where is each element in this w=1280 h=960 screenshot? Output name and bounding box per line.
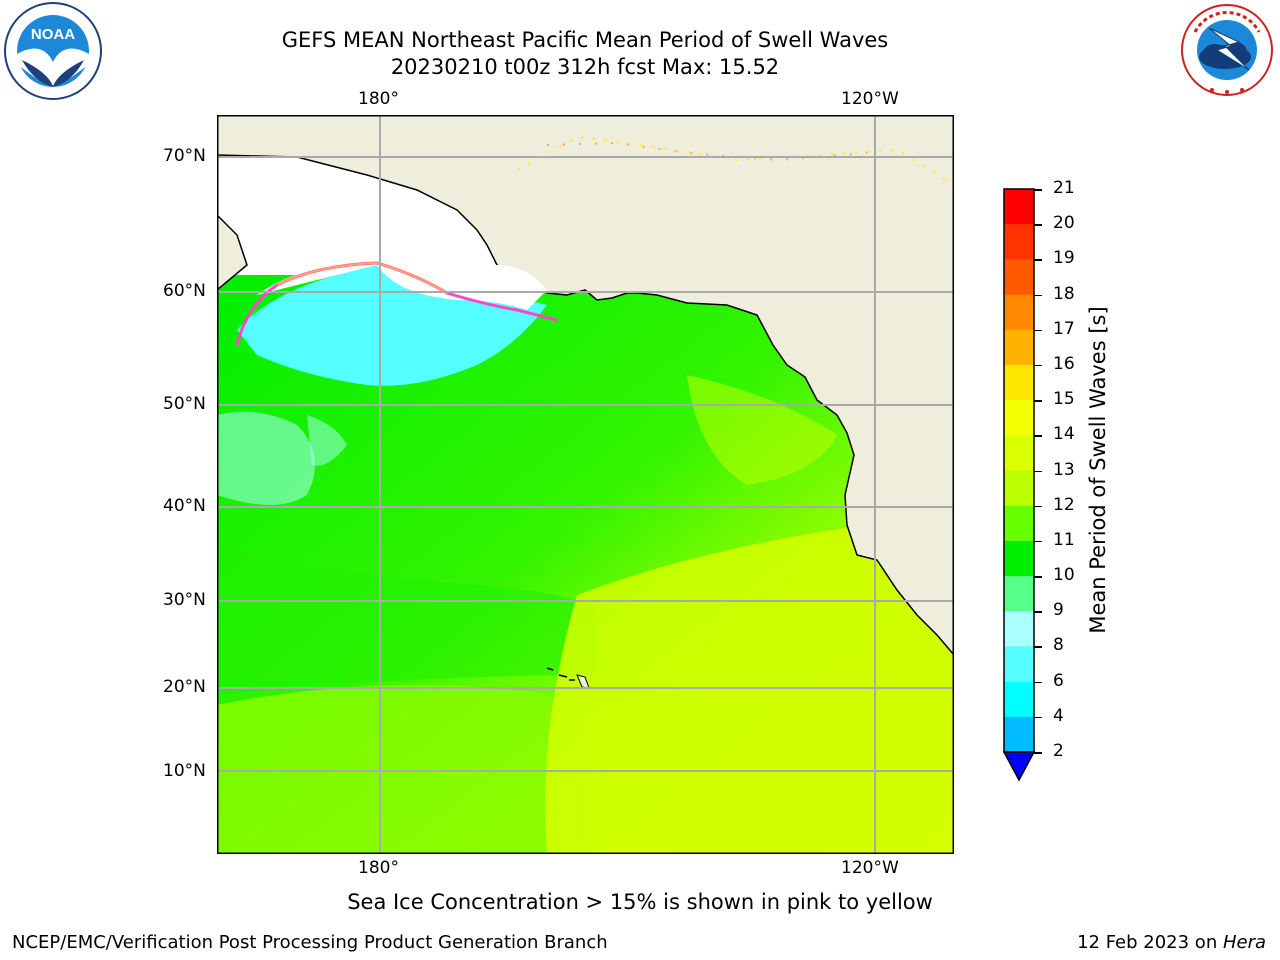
asia-landmass — [217, 213, 248, 291]
lat-label-10n: 10°N — [163, 761, 206, 781]
colorbar-tick-label: 17 — [1053, 318, 1075, 339]
colorbar-tick-mark — [1034, 259, 1042, 261]
noaa-logo-text: NOAA — [31, 26, 75, 43]
colorbar-tick-mark — [1034, 294, 1042, 297]
colorbar-tick-label: 13 — [1053, 459, 1075, 480]
colorbar-tick-label: 11 — [1053, 529, 1075, 550]
lat-label-30n: 30°N — [163, 590, 206, 610]
colorbar-segment — [1004, 611, 1034, 647]
lon-label-bottom-180: 180° — [358, 858, 399, 878]
colorbar-tick-label: 6 — [1053, 670, 1064, 691]
colorbar-tick-mark — [1034, 576, 1042, 578]
lat-label-40n: 40°N — [163, 496, 206, 516]
colorbar — [1002, 188, 1036, 782]
swell-period-map — [217, 115, 954, 854]
colorbar-segment — [1004, 364, 1034, 401]
colorbar-tick-mark — [1034, 716, 1042, 719]
colorbar-tick-label: 4 — [1053, 705, 1064, 726]
lat-label-20n: 20°N — [163, 677, 206, 697]
colorbar-label: Mean Period of Swell Waves [s] — [1086, 306, 1110, 634]
colorbar-segment — [1004, 576, 1034, 612]
colorbar-tick-label: 19 — [1053, 248, 1075, 269]
colorbar-segment — [1004, 329, 1034, 366]
colorbar-segment — [1004, 294, 1034, 331]
footer-host: Hera — [1222, 932, 1266, 953]
colorbar-tick-mark — [1034, 224, 1042, 226]
colorbar-tick-mark — [1034, 681, 1042, 684]
lon-label-top-120w: 120°W — [841, 89, 899, 109]
colorbar-tick-label: 9 — [1053, 600, 1064, 621]
colorbar-segment — [1004, 400, 1034, 436]
colorbar-tick-label: 14 — [1053, 424, 1075, 445]
colorbar-tick-mark — [1034, 189, 1042, 191]
lat-label-50n: 50°N — [163, 394, 206, 414]
colorbar-tick-mark — [1034, 505, 1042, 508]
colorbar-tick-mark — [1034, 364, 1042, 367]
footer-left: NCEP/EMC/Verification Post Processing Pr… — [12, 932, 608, 953]
lon-label-top-180: 180° — [358, 89, 399, 109]
colorbar-tick-label: 12 — [1053, 494, 1075, 515]
colorbar-tick-mark — [1034, 646, 1042, 648]
sea-ice-note: Sea Ice Concentration > 15% is shown in … — [347, 890, 933, 914]
lat-label-70n: 70°N — [163, 146, 206, 166]
colorbar-tick-label: 2 — [1053, 741, 1064, 761]
colorbar-tick-label: 15 — [1053, 389, 1075, 410]
lon-label-bottom-120w: 120°W — [841, 858, 899, 878]
colorbar-segment — [1004, 646, 1034, 683]
north-america-landmass — [217, 115, 954, 657]
colorbar-segment — [1004, 470, 1034, 507]
colorbar-tick-mark — [1034, 435, 1042, 437]
long-period-swell-region — [545, 515, 954, 854]
colorbar-tick-label: 18 — [1053, 283, 1075, 304]
colorbar-segment — [1004, 224, 1034, 260]
colorbar-tick-label: 21 — [1053, 178, 1075, 198]
colorbar-tick-mark — [1034, 611, 1042, 613]
colorbar-segment — [1004, 505, 1034, 542]
colorbar-tick-label: 8 — [1053, 635, 1064, 656]
colorbar-tick-mark — [1034, 470, 1042, 472]
map-title: GEFS MEAN Northeast Pacific Mean Period … — [281, 28, 889, 52]
colorbar-extend-arrow — [1002, 751, 1036, 782]
colorbar-tick-mark — [1034, 540, 1042, 543]
colorbar-tick-mark — [1034, 329, 1042, 332]
colorbar-segment — [1004, 716, 1034, 753]
lat-label-60n: 60°N — [163, 281, 206, 301]
colorbar-tick-label: 10 — [1053, 565, 1075, 586]
colorbar-segment — [1004, 540, 1034, 577]
colorbar-tick-label: 20 — [1053, 213, 1075, 234]
colorbar-tick-label: 16 — [1053, 353, 1075, 374]
national-weather-service-logo — [1181, 4, 1273, 96]
colorbar-tick-mark — [1034, 752, 1042, 754]
footer-right: 12 Feb 2023 on Hera — [1077, 932, 1266, 953]
colorbar-segment — [1004, 435, 1034, 471]
colorbar-segment — [1004, 189, 1034, 225]
colorbar-segment — [1004, 681, 1034, 718]
colorbar-segment — [1004, 259, 1034, 296]
noaa-logo: NOAA — [4, 2, 102, 100]
colorbar-tick-mark — [1034, 400, 1042, 402]
graticule — [217, 115, 954, 854]
map-subtitle: 20230210 t00z 312h fcst Max: 15.52 — [390, 55, 780, 79]
footer-date: 12 Feb 2023 on — [1077, 932, 1223, 953]
